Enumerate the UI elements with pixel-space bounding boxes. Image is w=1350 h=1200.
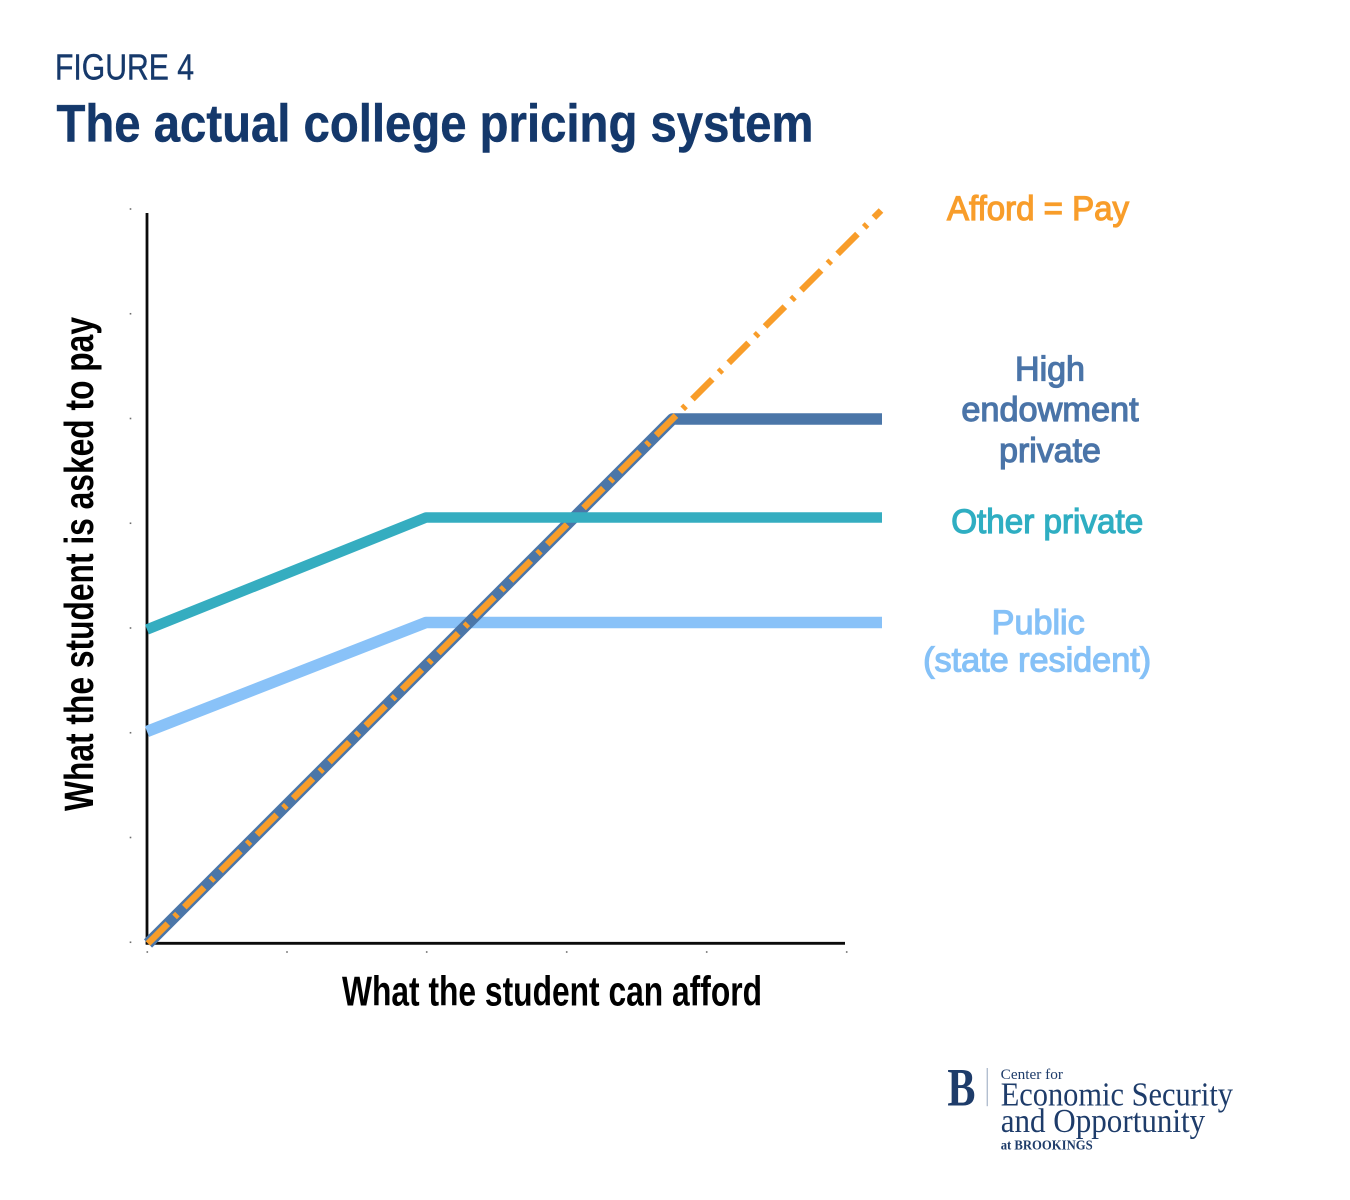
svg-text:What the student is asked to p: What the student is asked to pay bbox=[56, 317, 102, 811]
svg-text:The actual college pricing sys: The actual college pricing system bbox=[57, 94, 814, 153]
svg-text:Afford = Pay: Afford = Pay bbox=[947, 190, 1129, 228]
svg-text:B: B bbox=[947, 1058, 975, 1118]
svg-text:FIGURE 4: FIGURE 4 bbox=[55, 47, 194, 88]
svg-text:Economic Security: Economic Security bbox=[1001, 1077, 1233, 1114]
svg-text:at BROOKINGS: at BROOKINGS bbox=[1001, 1138, 1093, 1153]
svg-text:(state resident): (state resident) bbox=[923, 642, 1151, 680]
svg-text:endowment: endowment bbox=[961, 391, 1139, 429]
svg-text:Public: Public bbox=[992, 604, 1085, 642]
svg-text:Center for: Center for bbox=[1001, 1067, 1063, 1083]
svg-text:and Opportunity: and Opportunity bbox=[1001, 1103, 1205, 1140]
svg-text:High: High bbox=[1015, 351, 1085, 389]
svg-text:Other private: Other private bbox=[951, 503, 1143, 541]
svg-text:private: private bbox=[999, 432, 1101, 470]
svg-text:What the student can afford: What the student can afford bbox=[342, 968, 762, 1015]
